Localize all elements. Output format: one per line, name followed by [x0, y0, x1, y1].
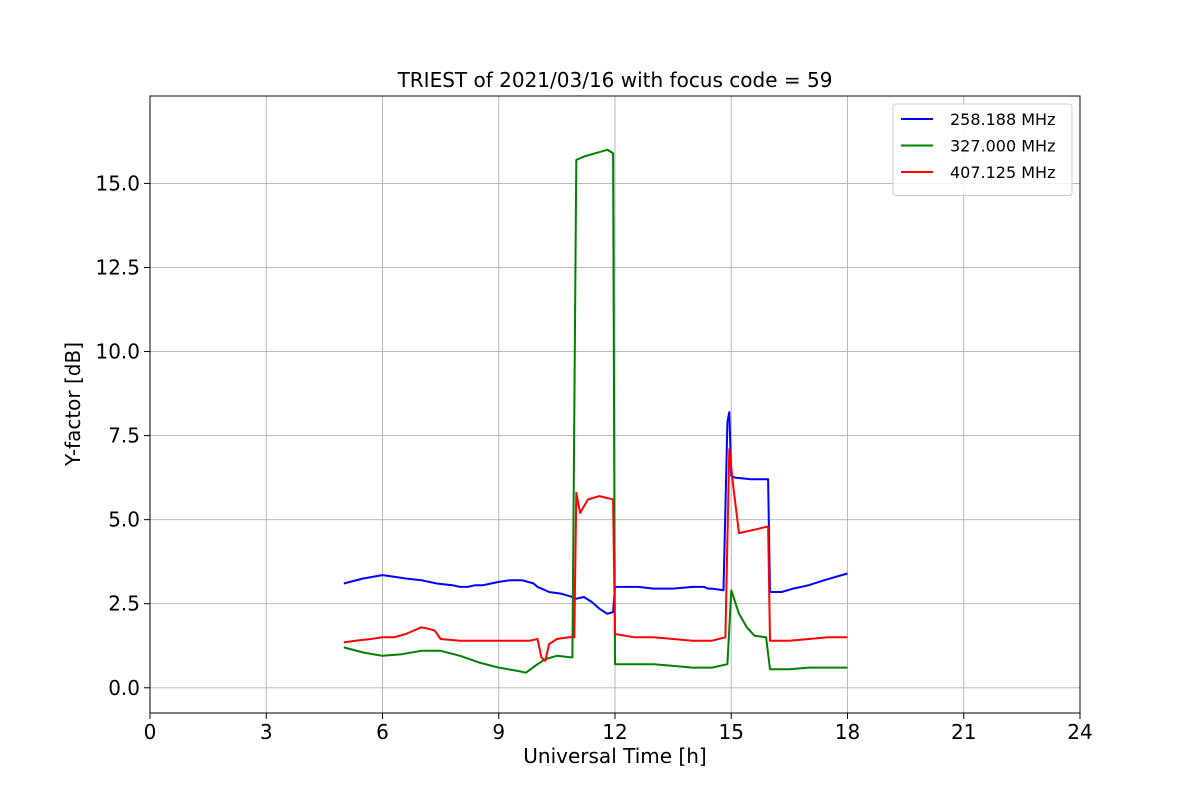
- legend: 258.188 MHz 327.000 MHz 407.125 MHz: [892, 103, 1073, 196]
- axis-ticks: 0 3 6 9 12 15 18 21 24 0.0 2.5 5.0 7.5 10.0 12.5 15.0: [95, 171, 1092, 744]
- x-tick-label: 24: [1067, 720, 1092, 744]
- legend-box: [892, 103, 1073, 196]
- chart-title: TRIEST of 2021/03/16 with focus code = 5…: [397, 68, 833, 92]
- x-tick-label: 21: [951, 720, 976, 744]
- x-tick-label: 9: [492, 720, 505, 744]
- series-layer: [343, 148, 848, 674]
- legend-label: 327.000 MHz: [950, 137, 1055, 156]
- y-tick-label: 2.5: [108, 592, 140, 616]
- x-tick-label: 12: [602, 720, 627, 744]
- y-tick-label: 15.0: [95, 171, 140, 195]
- y-axis-title: Y-factor [dB]: [61, 342, 85, 467]
- x-tick-label: 18: [835, 720, 860, 744]
- y-tick-label: 7.5: [108, 424, 140, 448]
- x-tick-label: 15: [719, 720, 744, 744]
- legend-label: 407.125 MHz: [950, 163, 1055, 182]
- series-line-3: [343, 448, 848, 662]
- x-tick-label: 0: [144, 720, 157, 744]
- y-tick-label: 5.0: [108, 508, 140, 532]
- legend-label: 258.188 MHz: [950, 110, 1055, 129]
- y-tick-label: 0.0: [108, 676, 140, 700]
- y-tick-label: 12.5: [95, 255, 140, 279]
- series-line-1: [343, 411, 848, 615]
- x-tick-label: 3: [260, 720, 273, 744]
- y-tick-label: 10.0: [95, 340, 140, 364]
- x-axis-title: Universal Time [h]: [523, 744, 706, 768]
- x-tick-label: 6: [376, 720, 389, 744]
- series-line-2: [343, 148, 848, 674]
